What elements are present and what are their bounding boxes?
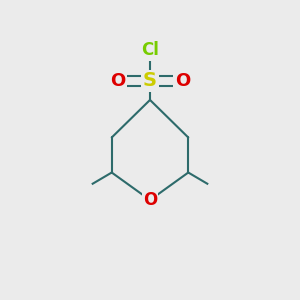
Text: O: O (143, 191, 157, 209)
Text: O: O (175, 72, 190, 90)
Text: O: O (110, 72, 125, 90)
Text: Cl: Cl (141, 41, 159, 59)
Text: S: S (143, 71, 157, 90)
